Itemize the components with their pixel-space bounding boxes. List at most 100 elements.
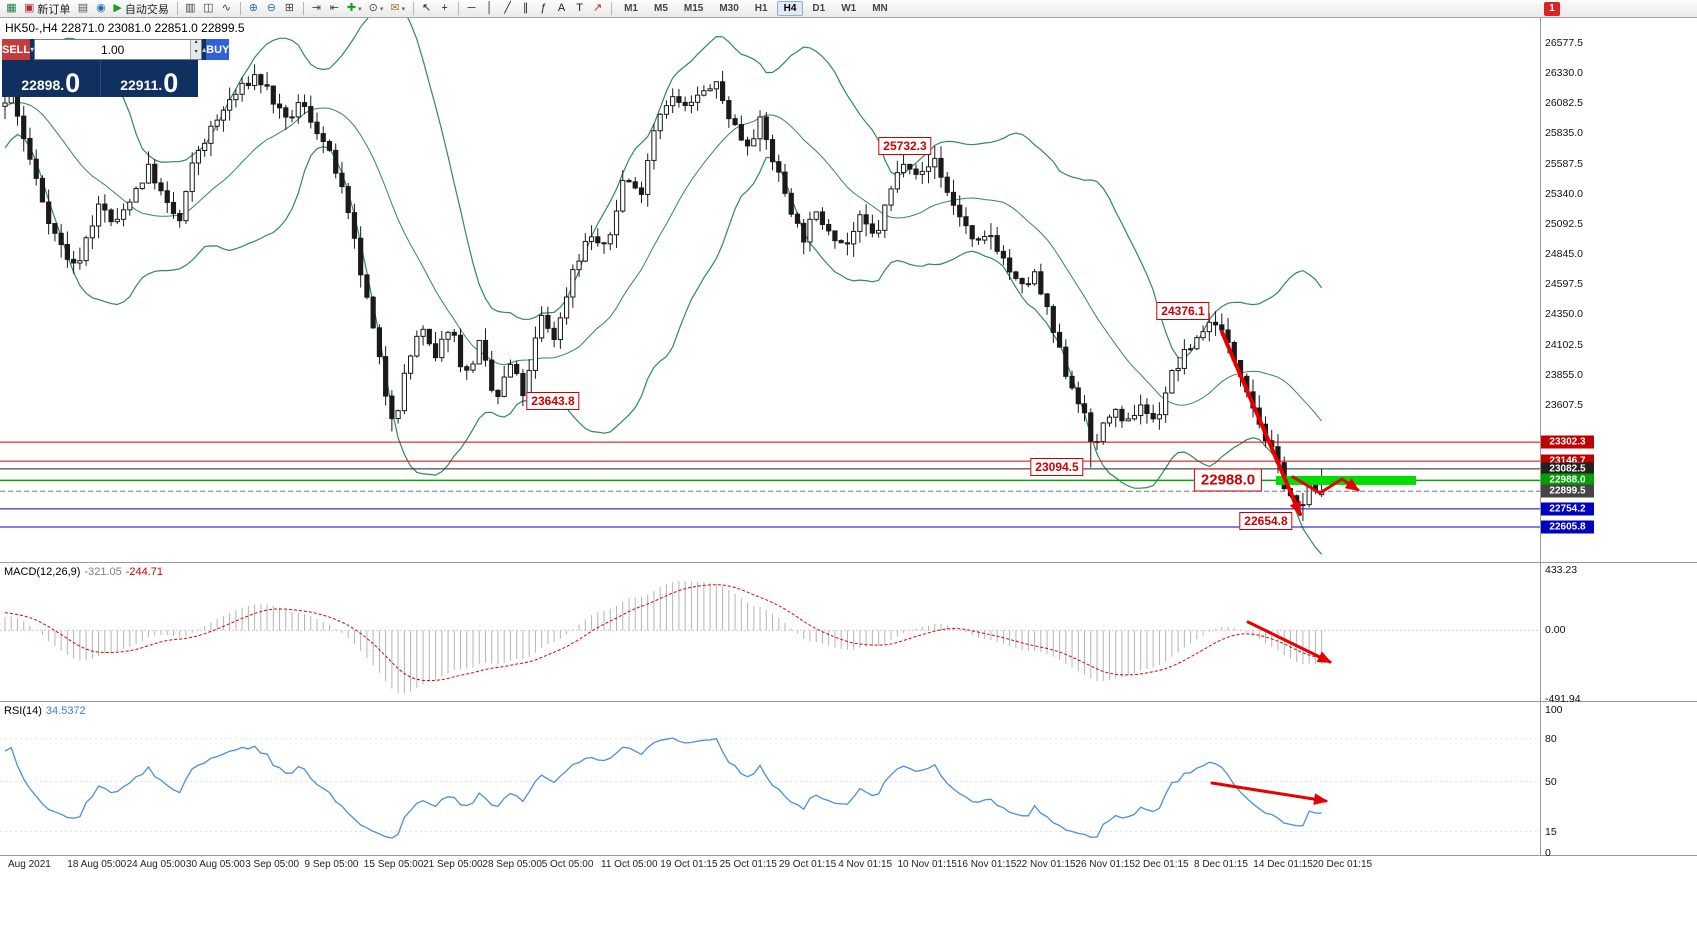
timeframe-m15-button[interactable]: M15 <box>683 3 704 14</box>
macd-arrow[interactable] <box>1246 620 1332 664</box>
macd-axis-label: -491.94 <box>1545 693 1581 705</box>
time-axis-label: 10 Nov 01:15 <box>897 859 958 870</box>
time-axis-label: 4 Nov 01:15 <box>838 859 893 870</box>
chart-shift-icon: ⇤ <box>329 2 339 14</box>
rsi-axis-label: 15 <box>1545 825 1557 838</box>
add-indicator-button[interactable]: ✚ ▾ <box>344 1 365 17</box>
auto-scroll-button[interactable]: ⇥ <box>308 1 325 17</box>
buy-price-big-digit: 0 <box>163 68 179 99</box>
timeframe-m1-button[interactable]: M1 <box>624 3 638 14</box>
line-chart-button[interactable]: ∿ <box>218 1 235 17</box>
sell-caret-icon[interactable]: ▾ <box>30 39 35 60</box>
buy-caret-icon[interactable]: ▴ <box>202 39 207 60</box>
new-order-icon: ▣ <box>24 2 35 14</box>
tile-windows-button[interactable]: ⊞ <box>281 1 298 17</box>
price-axis-label: 26577.5 <box>1545 37 1583 49</box>
time-axis-label: 9 Sep 05:00 <box>304 859 359 870</box>
price-axis-label: 23607.5 <box>1545 398 1583 411</box>
rsi-title-text: RSI(14) <box>4 705 42 717</box>
label-button[interactable]: T <box>571 1 588 17</box>
buy-button[interactable]: BUY <box>206 39 230 60</box>
cursor-icon: ↖ <box>421 2 432 14</box>
time-axis-label: 26 Nov 01:15 <box>1075 859 1135 870</box>
volume-up-button[interactable]: ▴ <box>191 39 202 50</box>
rsi-indicator-label: RSI(14) 34.5372 <box>4 705 86 717</box>
price-axis-label: 24350.0 <box>1545 308 1583 321</box>
bollinger-lower-band[interactable] <box>4 133 1323 555</box>
new-order-button[interactable]: ▣ 新订单 <box>21 1 73 17</box>
timeframe-d1-button[interactable]: D1 <box>812 3 826 14</box>
trend-arrow-main[interactable] <box>1220 330 1302 516</box>
time-axis-label: 11 Oct 05:00 <box>601 859 658 870</box>
crosshair-button[interactable]: + <box>436 1 453 17</box>
timeframe-h4-button[interactable]: H4 <box>776 1 804 16</box>
bollinger-middle-band[interactable] <box>4 101 1322 422</box>
volume-down-button[interactable]: ▾ <box>191 49 202 59</box>
timeframe-m30-button[interactable]: M30 <box>719 3 739 14</box>
time-axis-label: 19 Oct 01:15 <box>660 859 718 870</box>
price-axis-label: 26082.5 <box>1545 97 1583 110</box>
chart-symbol-ohlc: HK50-,H4 22871.0 23081.0 22851.0 22899.5 <box>5 21 245 35</box>
trendline-button[interactable]: ╱ <box>499 1 516 17</box>
time-axis-label: 24 Aug 05:00 <box>126 859 186 870</box>
time-axis-label: 30 Aug 05:00 <box>185 859 245 870</box>
rsi-value: 34.5372 <box>45 705 86 717</box>
price-axis-label: 23855.0 <box>1545 368 1583 381</box>
new-chart-button[interactable]: ▦ <box>3 1 20 17</box>
fibonacci-button[interactable]: ƒ <box>535 1 552 17</box>
zoom-out-button[interactable]: ⊖ <box>263 1 280 17</box>
rsi-axis-label: 50 <box>1545 775 1557 788</box>
autotrading-button[interactable]: ▶ 自动交易 <box>110 1 171 17</box>
add-indicator-icon: ✚ <box>346 2 357 14</box>
autotrading-button-label: 自动交易 <box>124 3 169 16</box>
bar-chart-button[interactable]: ▥ <box>182 1 199 17</box>
trend-arrow-hook[interactable] <box>1291 475 1360 495</box>
chart-price-label-25732.3[interactable]: 25732.3 <box>878 136 932 155</box>
sell-button[interactable]: SELL <box>2 39 31 60</box>
one-click-trading-widget: SELL ▾ ▴ ▾ ▴ BUY 22898.0 22911.0 <box>2 39 230 97</box>
vline-button[interactable]: │ <box>481 1 498 17</box>
buy-price[interactable]: 22911. 0 <box>101 60 199 97</box>
timeframe-mn-button[interactable]: MN <box>872 3 888 14</box>
toolbar-separator <box>239 2 241 15</box>
time-axis-label: 16 Nov 01:15 <box>956 859 1017 870</box>
trade-widget-controls: SELL ▾ ▴ ▾ ▴ BUY <box>2 39 230 60</box>
macd-axis-label: 433.23 <box>1545 564 1578 576</box>
candlestick-chart-button[interactable]: ◫ <box>200 1 217 17</box>
chart-price-label-23094.5[interactable]: 23094.5 <box>1030 458 1084 477</box>
periods-button[interactable]: ⊙ ▾ <box>366 1 387 17</box>
chart-price-label-23643.8[interactable]: 23643.8 <box>526 391 580 410</box>
timeframe-h1-button[interactable]: H1 <box>754 3 768 14</box>
price-badge-22605.8: 22605.8 <box>1541 520 1594 534</box>
chart-price-label-24376.1[interactable]: 24376.1 <box>1156 302 1210 321</box>
rsi-arrow[interactable] <box>1210 781 1328 806</box>
periods-button-caret-icon: ▾ <box>379 5 384 13</box>
time-axis-label: Aug 2021 <box>8 859 51 870</box>
chart-price-label-22988.0[interactable]: 22988.0 <box>1193 468 1263 492</box>
chart-shift-button[interactable]: ⇤ <box>326 1 343 17</box>
timeframe-m5-button[interactable]: M5 <box>653 3 668 14</box>
sell-price[interactable]: 22898. 0 <box>2 60 101 97</box>
templates-button[interactable]: ✉ ▾ <box>387 1 408 17</box>
channel-button[interactable]: ∥ <box>517 1 534 17</box>
volume-input[interactable] <box>35 40 191 59</box>
arrows-button[interactable]: ↗ <box>589 1 606 17</box>
data-window-icon: ◉ <box>96 2 106 14</box>
candlestick-chart-icon: ◫ <box>203 2 214 14</box>
trade-widget-prices: 22898. 0 22911. 0 <box>2 60 198 97</box>
time-axis-label: 18 Aug 05:00 <box>67 859 127 870</box>
chart-profiles-icon: ▤ <box>77 2 89 14</box>
hline-button[interactable]: ─ <box>463 1 480 17</box>
mail-alert-icon[interactable]: 1 <box>1544 2 1560 16</box>
text-button[interactable]: A <box>553 1 570 17</box>
chart-price-label-22654.8[interactable]: 22654.8 <box>1239 512 1293 531</box>
zoom-in-button[interactable]: ⊕ <box>245 1 262 17</box>
new-chart-icon: ▦ <box>6 2 17 14</box>
hline-icon: ─ <box>467 2 476 14</box>
data-window-button[interactable]: ◉ <box>92 1 109 17</box>
timeframe-w1-button[interactable]: W1 <box>841 3 857 14</box>
chart-profiles-button[interactable]: ▤ <box>74 1 91 17</box>
cursor-button[interactable]: ↖ <box>418 1 435 17</box>
